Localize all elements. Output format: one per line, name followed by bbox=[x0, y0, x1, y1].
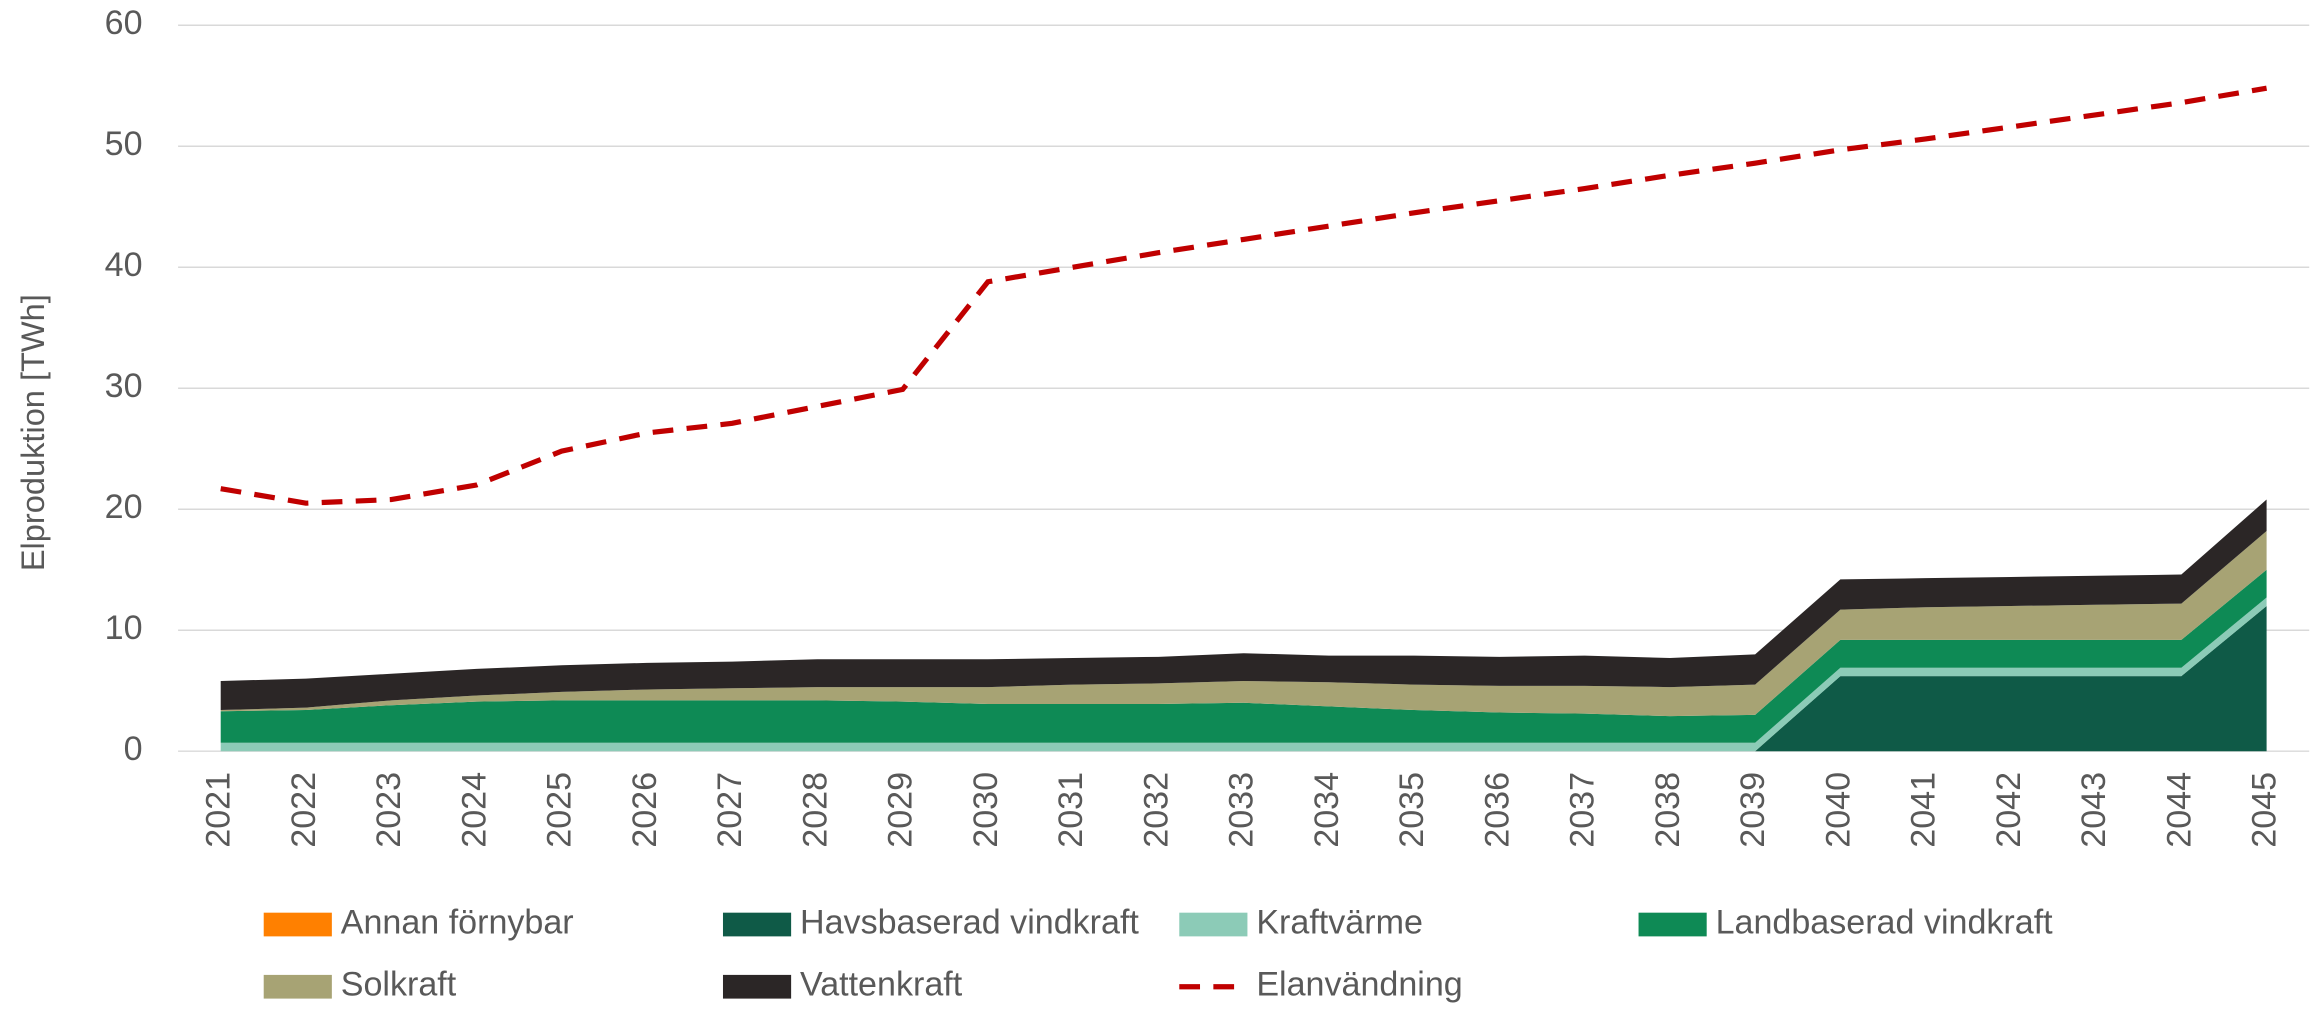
x-tick-label: 2033 bbox=[1223, 772, 1261, 848]
x-tick-label: 2025 bbox=[541, 772, 579, 848]
x-tick-label: 2044 bbox=[2160, 772, 2198, 848]
y-tick-label: 20 bbox=[105, 488, 143, 526]
x-tick-label: 2042 bbox=[1990, 772, 2028, 848]
x-tick-label: 2028 bbox=[796, 772, 834, 848]
x-tick-label: 2027 bbox=[711, 772, 749, 848]
x-tick-label: 2039 bbox=[1734, 772, 1772, 848]
legend-label: Elanvändning bbox=[1256, 966, 1462, 1004]
x-tick-label: 2032 bbox=[1137, 772, 1175, 848]
x-tick-label: 2041 bbox=[1905, 772, 1943, 848]
area bbox=[220, 569, 2267, 743]
x-tick-label: 2021 bbox=[200, 772, 238, 848]
x-tick-label: 2034 bbox=[1308, 772, 1346, 848]
legend-label: Landbaserad vindkraft bbox=[1716, 904, 2054, 942]
area bbox=[220, 597, 2267, 752]
legend-swatch bbox=[722, 974, 792, 999]
x-tick-label: 2043 bbox=[2075, 772, 2113, 848]
x-tick-label: 2023 bbox=[370, 772, 408, 848]
x-tick-label: 2036 bbox=[1478, 772, 1516, 848]
x-tick-label: 2031 bbox=[1052, 772, 1090, 848]
legend-swatch bbox=[722, 912, 792, 937]
x-tick-label: 2030 bbox=[967, 772, 1005, 848]
x-tick-label: 2040 bbox=[1819, 772, 1857, 848]
x-tick-label: 2035 bbox=[1393, 772, 1431, 848]
legend-label: Havsbaserad vindkraft bbox=[800, 904, 1139, 942]
y-tick-label: 50 bbox=[105, 125, 143, 163]
area bbox=[220, 499, 2267, 711]
area bbox=[220, 606, 2267, 752]
x-tick-label: 2029 bbox=[882, 772, 920, 848]
legend-swatch bbox=[1638, 912, 1707, 937]
legend-label: Kraftvärme bbox=[1256, 904, 1423, 942]
x-tick-label: 2024 bbox=[455, 772, 493, 848]
y-tick-label: 40 bbox=[105, 246, 143, 284]
x-tick-label: 2037 bbox=[1564, 772, 1602, 848]
line bbox=[220, 85, 2268, 506]
legend-label: Solkraft bbox=[341, 966, 457, 1004]
y-tick-label: 0 bbox=[124, 730, 143, 768]
legend-swatch bbox=[263, 974, 332, 999]
legend-label: Annan förnybar bbox=[341, 904, 574, 942]
x-tick-label: 2022 bbox=[285, 772, 323, 848]
legend-label: Vattenkraft bbox=[800, 966, 963, 1004]
x-tick-label: 2045 bbox=[2246, 772, 2284, 848]
y-tick-label: 30 bbox=[105, 367, 143, 405]
area bbox=[220, 530, 2267, 717]
x-tick-label: 2038 bbox=[1649, 772, 1687, 848]
x-tick-label: 2026 bbox=[626, 772, 664, 848]
y-axis-label: Elproduktion [TWh] bbox=[14, 294, 51, 571]
y-tick-label: 10 bbox=[105, 609, 143, 647]
legend-swatch bbox=[263, 912, 332, 937]
legend-swatch bbox=[1179, 912, 1248, 937]
y-tick-label: 60 bbox=[105, 4, 143, 42]
